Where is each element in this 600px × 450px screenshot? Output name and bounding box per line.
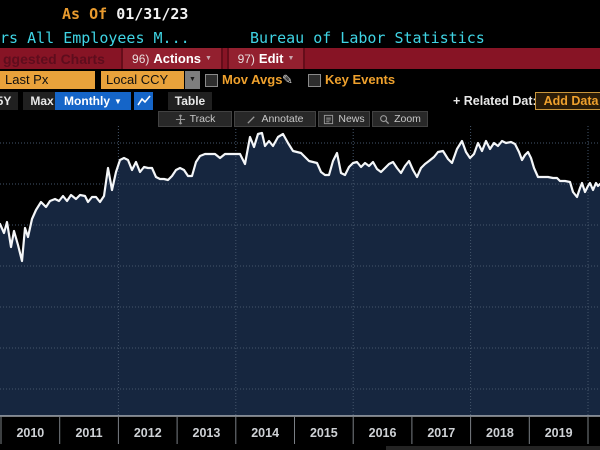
- frequency-label: Monthly: [64, 94, 111, 108]
- news-label: News: [338, 113, 365, 125]
- legend-bar: rs All Employees M... Bureau of Labor St…: [0, 26, 600, 48]
- period-bar: 5Y Max Monthly ▼ Table + Related Dat: Ad…: [0, 92, 600, 111]
- mov-avgs-checkbox[interactable]: [205, 74, 218, 87]
- x-year-label: 2010: [16, 426, 44, 440]
- period-5y-button[interactable]: 5Y: [0, 92, 18, 110]
- pencil-icon[interactable]: ✎: [282, 72, 293, 87]
- x-year-label: 2012: [134, 426, 162, 440]
- actions-label: Actions: [153, 51, 202, 66]
- lower-panel-edge: [386, 446, 600, 450]
- table-button[interactable]: Table: [168, 92, 212, 110]
- track-crosshair-icon: [175, 114, 185, 124]
- as-of-date: 01/31/23: [116, 5, 189, 23]
- news-button[interactable]: News: [318, 111, 370, 127]
- ccy-dropdown-arrow-icon[interactable]: ▼: [185, 71, 200, 89]
- source-label[interactable]: Bureau of Labor Statistics: [250, 29, 485, 47]
- suggested-charts-label[interactable]: ggested Charts: [3, 51, 105, 67]
- x-year-label: 2015: [310, 426, 338, 440]
- security-title[interactable]: rs All Employees M...: [0, 29, 190, 47]
- x-year-label: 2018: [486, 426, 514, 440]
- add-data-button[interactable]: Add Data: [535, 92, 600, 110]
- annotate-label: Annotate: [261, 113, 304, 125]
- zoom-magnifier-icon: [380, 114, 390, 124]
- caret-down-icon: ▼: [114, 96, 122, 106]
- edit-button[interactable]: 97) Edit ▼: [227, 48, 305, 69]
- as-of-label: As Of: [62, 5, 108, 23]
- frequency-select[interactable]: Monthly ▼: [55, 92, 131, 110]
- x-year-label: 2013: [193, 426, 221, 440]
- local-ccy-select[interactable]: Local CCY: [101, 71, 184, 89]
- zoom-label: Zoom: [394, 113, 421, 125]
- as-of-date-field[interactable]: As Of 01/31/23: [62, 5, 188, 23]
- period-max-button[interactable]: Max: [23, 92, 61, 110]
- track-button[interactable]: Track: [158, 111, 232, 127]
- chart-type-button[interactable]: [134, 92, 153, 110]
- x-year-label: 2016: [369, 426, 397, 440]
- edit-label: Edit: [258, 51, 284, 66]
- actions-button[interactable]: 96) Actions ▼: [121, 48, 223, 69]
- news-icon: [324, 114, 334, 124]
- edit-shortcut: 97): [237, 51, 255, 66]
- caret-down-icon: ▼: [205, 55, 212, 62]
- price-line: [0, 131, 600, 263]
- x-year-label: 2011: [75, 426, 102, 440]
- annotate-button[interactable]: Annotate: [234, 111, 316, 127]
- x-year-label: 2019: [545, 426, 573, 440]
- last-px-select[interactable]: Last Px: [0, 71, 95, 89]
- line-chart-icon: [136, 95, 151, 106]
- field-toolbar: Last Px Local CCY ▼ Mov Avgs ✎ Key Event…: [0, 69, 600, 92]
- related-data-button[interactable]: + Related Dat:: [453, 94, 537, 108]
- annotate-pencil-icon: [247, 115, 256, 124]
- chart-tools-bar: Track Annotate News Zoom: [0, 111, 600, 128]
- mov-avgs-label[interactable]: Mov Avgs: [222, 72, 283, 87]
- key-events-checkbox[interactable]: [308, 74, 321, 87]
- menu-bar: ggested Charts 96) Actions ▼ 97) Edit ▼: [0, 48, 600, 69]
- area-fill: [0, 133, 600, 416]
- asof-bar: As Of 01/31/23: [0, 0, 600, 26]
- track-label: Track: [189, 113, 216, 125]
- actions-shortcut: 96): [132, 51, 150, 66]
- key-events-label[interactable]: Key Events: [325, 72, 396, 87]
- zoom-button[interactable]: Zoom: [372, 111, 428, 127]
- caret-down-icon: ▼: [287, 55, 295, 62]
- x-year-label: 2017: [427, 426, 455, 440]
- x-year-label: 2014: [251, 426, 279, 440]
